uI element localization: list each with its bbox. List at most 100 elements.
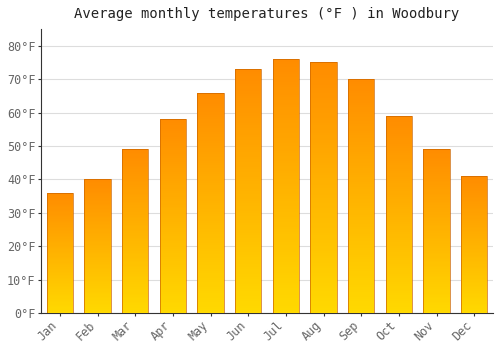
Bar: [84, 268, 110, 269]
Bar: [461, 237, 487, 238]
Bar: [84, 197, 110, 198]
Bar: [310, 278, 336, 281]
Bar: [84, 217, 110, 218]
Bar: [424, 233, 450, 235]
Bar: [84, 202, 110, 204]
Bar: [310, 128, 336, 130]
Bar: [160, 222, 186, 224]
Bar: [46, 240, 73, 241]
Bar: [310, 105, 336, 107]
Bar: [424, 156, 450, 158]
Bar: [386, 195, 412, 197]
Bar: [46, 231, 73, 232]
Bar: [461, 204, 487, 205]
Bar: [46, 210, 73, 211]
Bar: [272, 265, 299, 267]
Bar: [84, 242, 110, 244]
Bar: [122, 151, 148, 153]
Bar: [160, 268, 186, 271]
Bar: [84, 312, 110, 313]
Bar: [348, 210, 374, 212]
Bar: [122, 310, 148, 312]
Bar: [198, 134, 224, 137]
Bar: [386, 236, 412, 238]
Bar: [348, 273, 374, 276]
Bar: [348, 103, 374, 105]
Bar: [198, 181, 224, 183]
Bar: [235, 296, 262, 299]
Bar: [160, 311, 186, 313]
Bar: [198, 115, 224, 117]
Bar: [235, 138, 262, 140]
Bar: [122, 271, 148, 272]
Bar: [46, 200, 73, 201]
Bar: [461, 283, 487, 285]
Bar: [461, 193, 487, 194]
Bar: [272, 214, 299, 217]
Bar: [160, 267, 186, 268]
Bar: [272, 234, 299, 237]
Bar: [386, 205, 412, 207]
Bar: [235, 101, 262, 103]
Bar: [160, 245, 186, 247]
Bar: [198, 229, 224, 232]
Bar: [198, 214, 224, 216]
Bar: [235, 106, 262, 108]
Bar: [198, 154, 224, 156]
Bar: [310, 68, 336, 70]
Bar: [46, 311, 73, 312]
Bar: [386, 252, 412, 254]
Bar: [122, 243, 148, 244]
Bar: [122, 171, 148, 172]
Bar: [160, 282, 186, 284]
Bar: [198, 108, 224, 110]
Bar: [461, 240, 487, 242]
Bar: [235, 308, 262, 311]
Bar: [461, 180, 487, 182]
Bar: [386, 173, 412, 175]
Bar: [46, 257, 73, 258]
Bar: [198, 258, 224, 260]
Bar: [46, 223, 73, 224]
Bar: [46, 225, 73, 226]
Bar: [424, 228, 450, 230]
Bar: [461, 265, 487, 267]
Bar: [386, 280, 412, 282]
Bar: [272, 295, 299, 298]
Bar: [424, 244, 450, 246]
Bar: [160, 218, 186, 220]
Bar: [424, 212, 450, 213]
Bar: [160, 220, 186, 222]
Bar: [160, 284, 186, 286]
Bar: [46, 216, 73, 217]
Bar: [461, 208, 487, 209]
Bar: [198, 174, 224, 176]
Bar: [46, 250, 73, 251]
Bar: [424, 203, 450, 205]
Bar: [84, 180, 110, 181]
Bar: [160, 263, 186, 265]
Bar: [272, 107, 299, 110]
Bar: [46, 270, 73, 271]
Bar: [424, 267, 450, 269]
Bar: [310, 178, 336, 180]
Bar: [272, 178, 299, 181]
Bar: [272, 290, 299, 293]
Bar: [424, 182, 450, 184]
Bar: [348, 110, 374, 112]
Bar: [46, 307, 73, 308]
Bar: [461, 243, 487, 245]
Bar: [198, 300, 224, 302]
Bar: [348, 297, 374, 299]
Bar: [424, 294, 450, 295]
Bar: [310, 143, 336, 145]
Bar: [235, 228, 262, 230]
Bar: [46, 261, 73, 262]
Bar: [310, 135, 336, 138]
Bar: [310, 296, 336, 298]
Bar: [310, 78, 336, 80]
Bar: [160, 156, 186, 158]
Bar: [461, 280, 487, 282]
Bar: [461, 194, 487, 195]
Bar: [424, 174, 450, 176]
